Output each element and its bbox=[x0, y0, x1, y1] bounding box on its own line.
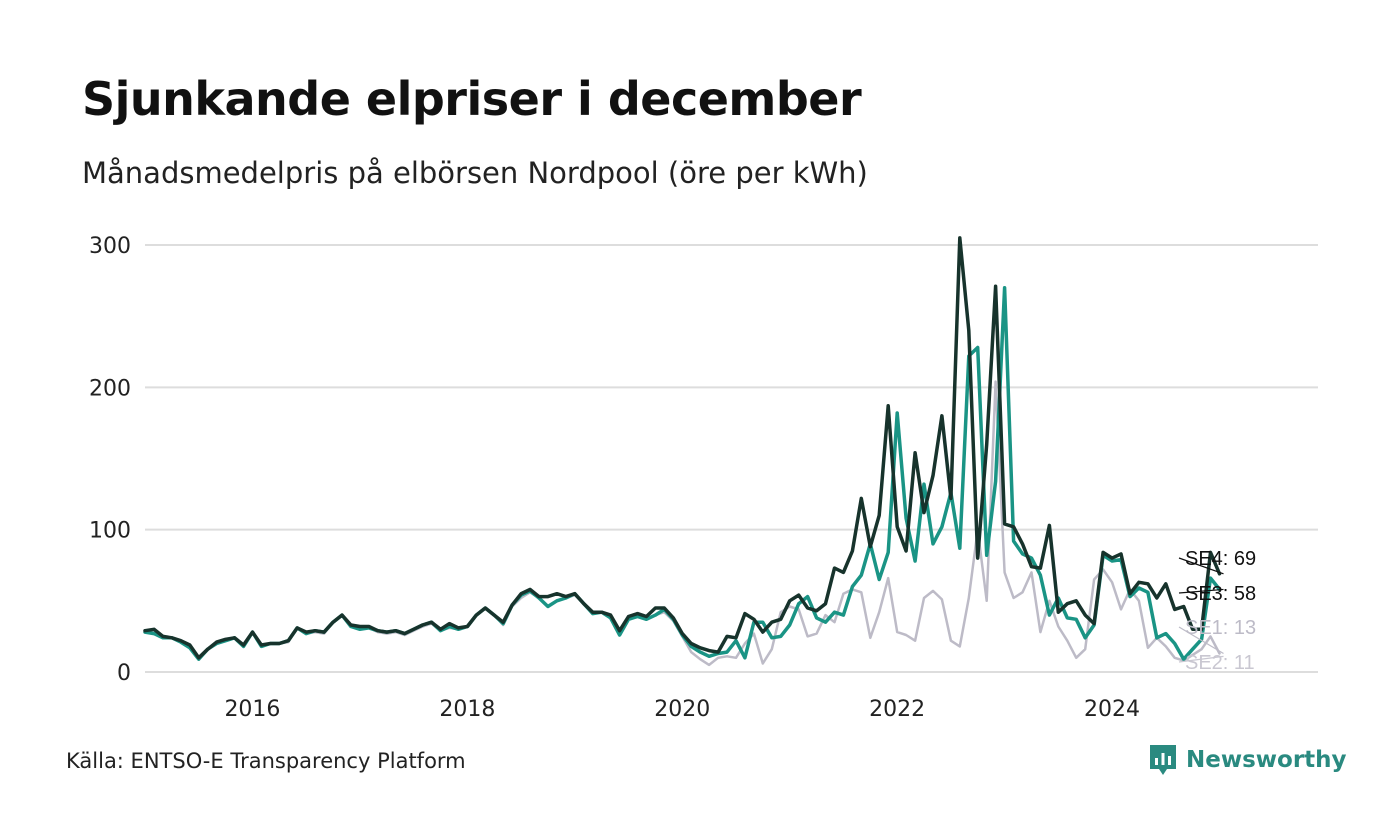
brand-logo[interactable]: Newsworthy bbox=[1148, 743, 1347, 777]
y-tick-label: 200 bbox=[89, 376, 131, 401]
x-tick-label: 2024 bbox=[1084, 697, 1140, 722]
x-tick-label: 2016 bbox=[224, 697, 280, 722]
y-tick-label: 100 bbox=[89, 519, 131, 544]
end-label-se2: SE2: 11 bbox=[1185, 652, 1255, 674]
chart-subtitle: Månadsmedelpris på elbörsen Nordpool (ör… bbox=[82, 156, 868, 190]
y-axis-tick-labels: 0 100 200 300 bbox=[89, 234, 131, 686]
leader-line-se2 bbox=[1178, 655, 1224, 663]
leader-line-se4 bbox=[1178, 557, 1224, 575]
series-lines bbox=[143, 236, 1222, 667]
end-label-se1: SE1: 13 bbox=[1185, 617, 1256, 639]
grid-lines bbox=[145, 244, 1318, 673]
end-label-se3: SE3: 58 bbox=[1185, 583, 1256, 605]
chart-title: Sjunkande elpriser i december bbox=[82, 72, 862, 126]
x-tick-label: 2018 bbox=[439, 697, 495, 722]
x-tick-label: 2022 bbox=[869, 697, 925, 722]
leader-line-se1 bbox=[1178, 626, 1224, 655]
y-tick-label: 300 bbox=[89, 234, 131, 259]
y-tick-label: 0 bbox=[117, 661, 131, 686]
series-line-se1 bbox=[143, 380, 1221, 667]
x-axis-tick-labels: 2016 2018 2020 2022 2024 bbox=[224, 697, 1140, 722]
end-labels: SE1: 13 SE2: 11 SE3: 58 SE4: 69 bbox=[1178, 548, 1256, 674]
series-line-se4 bbox=[143, 236, 1222, 660]
x-tick-label: 2020 bbox=[654, 697, 710, 722]
leader-line-se3 bbox=[1178, 588, 1224, 594]
bar-chart-speech-bubble-icon bbox=[1150, 745, 1176, 775]
source-note: Källa: ENTSO-E Transparency Platform bbox=[66, 749, 466, 773]
end-label-se4: SE4: 69 bbox=[1185, 548, 1256, 570]
brand-name: Newsworthy bbox=[1186, 747, 1347, 773]
